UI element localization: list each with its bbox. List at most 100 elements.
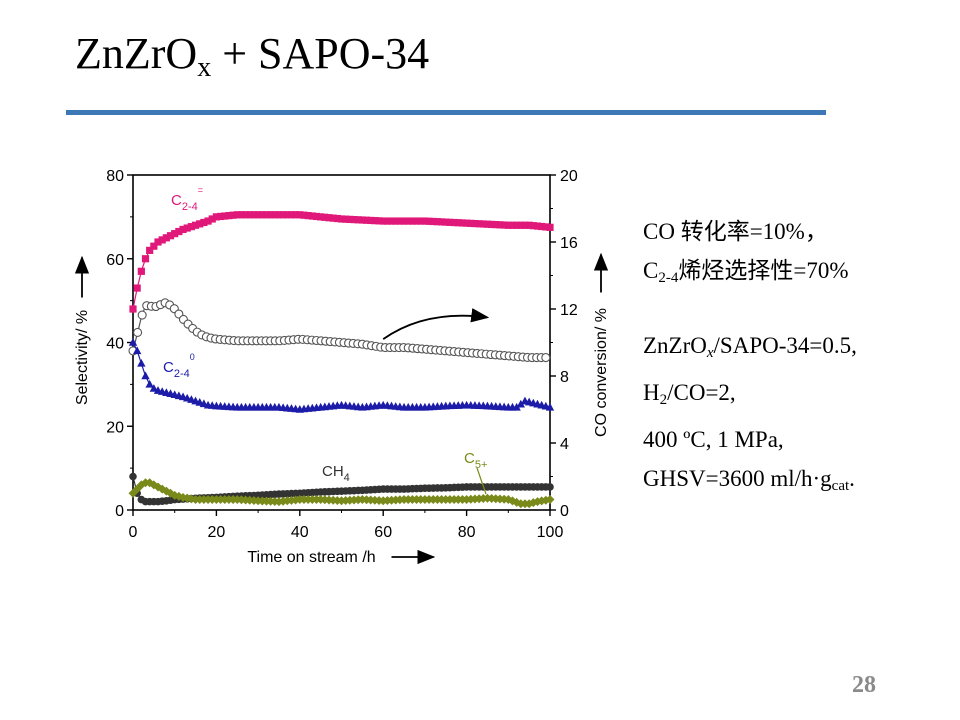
data-point xyxy=(132,346,142,355)
data-point xyxy=(500,221,508,229)
data-point xyxy=(137,358,146,367)
data-point xyxy=(488,220,496,229)
data-point xyxy=(154,238,162,246)
data-point xyxy=(308,212,316,220)
data-point xyxy=(183,224,191,232)
y-right-axis-label: CO conversion/ % xyxy=(593,308,610,437)
data-point xyxy=(408,217,416,225)
data-point xyxy=(128,338,138,346)
data-point xyxy=(149,384,159,392)
data-point xyxy=(191,221,200,229)
data-point xyxy=(450,218,458,227)
conditions-panel: CO 转化率=10%， C2-4烯烃选择性=70% ZnZrOx/SAPO-34… xyxy=(643,212,857,506)
data-point xyxy=(216,212,225,221)
ratio-pre: ZnZrO xyxy=(643,333,707,358)
c5plus-pointer xyxy=(476,467,487,495)
ghsv-pre: GHSV=3600 ml/h·g xyxy=(643,466,832,491)
y-left-axis-label: Selectivity/ % xyxy=(74,310,91,405)
data-point xyxy=(179,225,187,234)
y-left-tick-label: 40 xyxy=(106,336,124,353)
data-point xyxy=(524,499,534,509)
data-point xyxy=(271,211,279,219)
data-point xyxy=(517,221,525,229)
title-underline xyxy=(66,110,826,115)
data-point xyxy=(317,213,325,221)
data-point xyxy=(387,217,396,225)
data-point xyxy=(137,267,145,275)
series-line xyxy=(132,214,551,310)
series-c2-40 xyxy=(128,338,555,413)
data-point xyxy=(275,211,283,219)
data-point xyxy=(421,217,429,225)
data-point xyxy=(483,220,492,228)
data-point xyxy=(129,472,137,481)
data-point xyxy=(241,211,250,219)
data-point xyxy=(262,211,271,219)
data-point xyxy=(246,211,254,219)
data-point xyxy=(404,217,412,225)
data-point xyxy=(325,214,333,222)
data-point xyxy=(371,217,379,225)
y-left-tick-label: 20 xyxy=(106,419,124,436)
data-point xyxy=(475,220,483,228)
ghsv-line: GHSV=3600 ml/h·gcat. xyxy=(643,459,857,506)
y-right-tick-label: 16 xyxy=(560,235,578,252)
spacer xyxy=(643,298,857,326)
data-point xyxy=(342,215,350,223)
data-point xyxy=(166,232,175,240)
data-point xyxy=(292,211,300,219)
ratio-line: ZnZrOx/SAPO-34=0.5, xyxy=(643,326,857,373)
data-point xyxy=(350,215,358,224)
data-point xyxy=(267,211,275,219)
axes-layer: 0 20 40 60 80 100 0 20 40 60 80 0 4 8 12 16 20 Time on st… xyxy=(74,168,610,566)
y-left-tick-label: 60 xyxy=(106,252,124,269)
title-subscript: x xyxy=(197,52,212,83)
selectivity-post: 烯烃选择性=70% xyxy=(678,258,849,283)
data-point xyxy=(471,219,479,228)
data-point xyxy=(458,219,467,227)
data-point xyxy=(274,497,284,507)
data-point xyxy=(296,211,304,219)
data-point xyxy=(383,217,391,225)
data-point xyxy=(233,211,241,219)
data-point xyxy=(133,284,141,292)
data-point xyxy=(504,221,512,229)
labels-layer: C2-4= C2-40 CH4 C5+ xyxy=(163,185,490,495)
data-point xyxy=(221,212,229,220)
x-tick-label: 80 xyxy=(458,524,476,541)
x-axis-label: Time on stream /h xyxy=(247,549,375,566)
conversion-line: CO 转化率=10%， xyxy=(643,219,828,244)
data-point xyxy=(254,211,262,219)
data-point xyxy=(542,223,550,231)
data-point xyxy=(150,242,158,250)
data-point xyxy=(208,215,216,223)
ghsv-post: . xyxy=(849,466,855,491)
x-tick-label: 0 xyxy=(129,524,138,541)
data-point xyxy=(533,222,542,230)
data-point xyxy=(546,223,554,231)
data-point xyxy=(187,223,195,231)
data-point xyxy=(162,234,170,242)
selectivity-line: C2-4烯烃选择性=70% xyxy=(643,251,857,298)
data-point xyxy=(425,217,433,225)
x-tick-label: 60 xyxy=(374,524,392,541)
data-point xyxy=(204,217,212,225)
data-point xyxy=(337,215,346,223)
data-point xyxy=(312,212,321,221)
data-point xyxy=(258,211,266,219)
h2co-line: H2/CO=2, xyxy=(643,373,857,420)
data-point xyxy=(412,217,421,225)
data-point xyxy=(513,221,521,229)
data-point xyxy=(358,216,366,224)
data-point xyxy=(346,215,354,223)
data-point xyxy=(400,217,408,225)
data-point xyxy=(141,371,150,380)
data-point xyxy=(329,214,337,222)
data-point xyxy=(129,305,137,313)
data-point xyxy=(367,216,375,225)
data-point xyxy=(392,217,400,225)
data-point xyxy=(279,211,287,219)
data-point xyxy=(442,218,450,226)
x-tick-label: 20 xyxy=(208,524,226,541)
y-right-tick-label: 4 xyxy=(560,436,569,453)
